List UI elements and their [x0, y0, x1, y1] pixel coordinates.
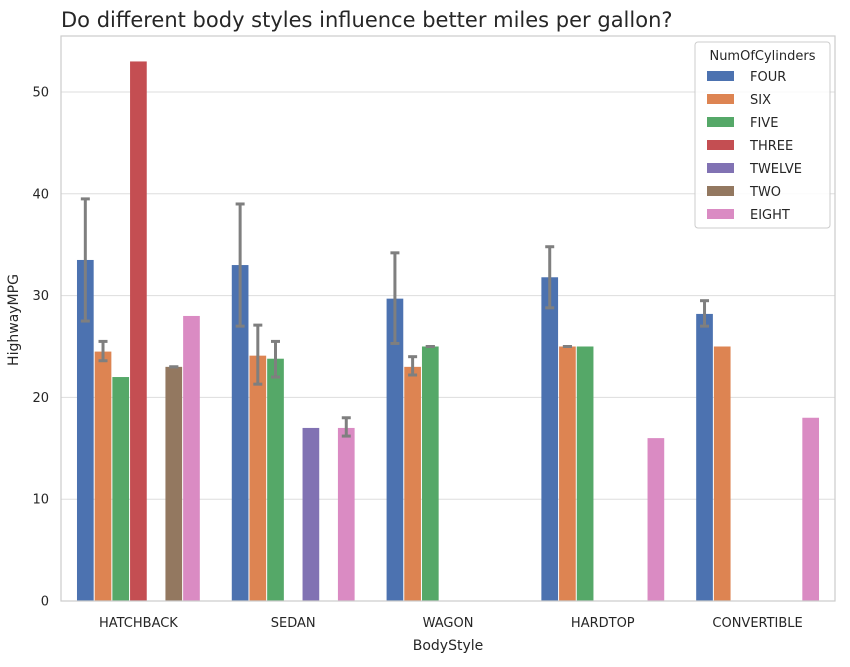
bar-four-sedan — [231, 265, 249, 601]
bar-six-convertible — [713, 346, 731, 601]
bar-five-hardtop — [576, 346, 594, 601]
legend-swatch-twelve — [707, 163, 734, 173]
bar-four-hatchback — [76, 259, 94, 601]
bar-eight-convertible — [802, 417, 820, 601]
legend-box — [694, 41, 831, 229]
bar-five-hatchback — [112, 377, 130, 601]
error-bar — [253, 323, 263, 386]
error-bar — [700, 299, 710, 328]
bar-two-hatchback — [165, 366, 183, 601]
x-axis-ticks: HATCHBACK SEDAN WAGON HARDTOP CONVERTIBLE — [99, 616, 803, 631]
plot-frame — [60, 35, 836, 602]
x-tick-label: WAGON — [423, 616, 474, 631]
y-tick-label: 20 — [32, 391, 49, 406]
legend-swatch-six — [707, 94, 734, 104]
bar-six-hardtop — [559, 346, 576, 601]
x-tick-label: HARDTOP — [571, 616, 635, 631]
error-bar — [390, 251, 400, 345]
bar-eight-hardtop — [647, 438, 665, 601]
legend-label-eight: EIGHT — [750, 208, 790, 223]
bar-three-hatchback — [130, 61, 147, 602]
x-tick-label: HATCHBACK — [99, 616, 178, 631]
y-axis-ticks: 0 10 20 30 40 50 — [32, 85, 49, 609]
legend-label-five: FIVE — [750, 116, 778, 131]
error-bar — [235, 202, 245, 328]
y-tick-label: 40 — [32, 187, 49, 202]
legend-swatch-three — [707, 140, 734, 150]
y-tick-label: 10 — [32, 493, 49, 508]
y-tick-label: 30 — [32, 289, 49, 304]
y-axis-label: HighwayMPG — [6, 274, 22, 366]
bar-six-hatchback — [94, 351, 112, 601]
error-bar — [271, 339, 281, 379]
bar-twelve-sedan — [302, 427, 320, 601]
bar-six-sedan — [249, 355, 267, 601]
bar-four-hardtop — [541, 277, 559, 601]
legend-label-four: FOUR — [750, 70, 786, 85]
legend-swatch-five — [707, 117, 734, 127]
bar-five-wagon — [421, 346, 439, 601]
bar-eight-sedan — [337, 427, 355, 601]
error-bar — [98, 339, 108, 363]
y-tick-label: 0 — [41, 595, 49, 610]
legend-title: NumOfCylinders — [709, 49, 815, 64]
legend-label-six: SIX — [750, 93, 771, 108]
error-bars — [80, 197, 710, 438]
legend-swatch-two — [707, 186, 734, 196]
error-bar — [80, 197, 90, 323]
x-tick-label: CONVERTIBLE — [712, 616, 802, 631]
bar-five-sedan — [267, 358, 284, 601]
bar-six-wagon — [404, 366, 421, 601]
legend: NumOfCylinders FOUR SIX FIVE THREE TWELVE TWO E… — [694, 41, 831, 229]
bar-four-wagon — [386, 298, 404, 601]
legend-swatch-eight — [707, 209, 734, 219]
legend-label-twelve: TWELVE — [749, 162, 802, 177]
error-bar — [408, 355, 418, 377]
bar-eight-hatchback — [183, 315, 200, 601]
chart-title: Do different body styles influence bette… — [61, 8, 673, 32]
bar-four-convertible — [696, 313, 713, 601]
x-axis-label: BodyStyle — [413, 638, 484, 654]
x-tick-label: SEDAN — [271, 616, 316, 631]
bars — [76, 61, 820, 602]
legend-swatch-four — [707, 71, 734, 81]
legend-label-two: TWO — [749, 185, 781, 200]
error-bar — [341, 416, 351, 438]
error-bar — [545, 245, 555, 310]
y-tick-label: 50 — [32, 85, 49, 100]
legend-label-three: THREE — [749, 139, 793, 154]
